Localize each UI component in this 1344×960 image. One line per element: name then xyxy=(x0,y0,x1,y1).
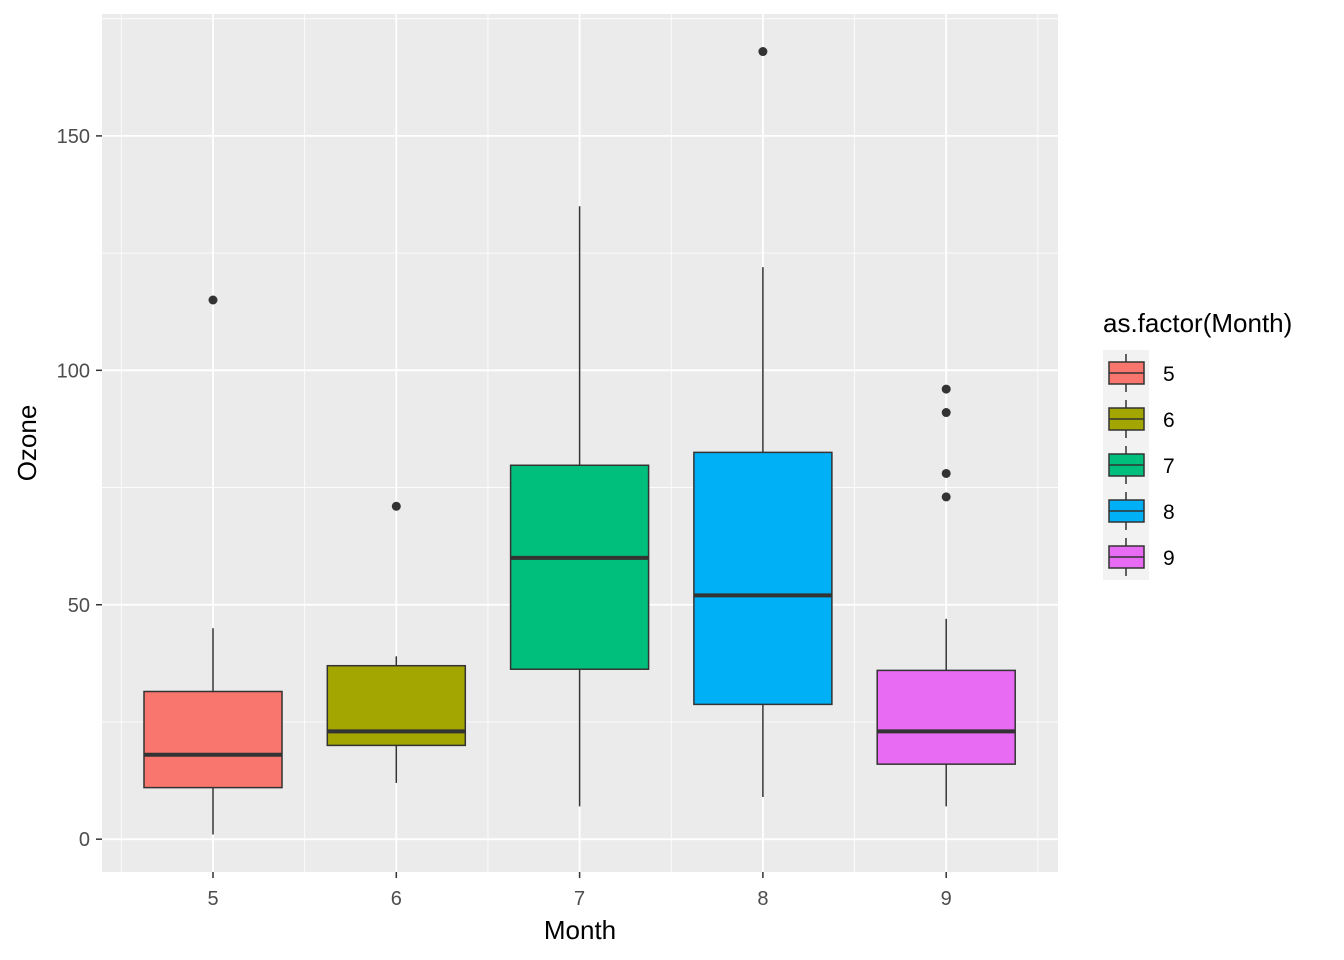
x-tick-label: 5 xyxy=(207,888,218,910)
outlier-point xyxy=(941,408,951,418)
y-axis: 0 50 100 150 xyxy=(57,126,102,851)
x-axis-title: Month xyxy=(544,915,616,945)
box-month-5 xyxy=(143,295,283,835)
y-axis-title: Ozone xyxy=(12,405,42,482)
legend-label: 6 xyxy=(1163,409,1175,432)
x-axis: 5 6 7 8 9 xyxy=(207,872,952,910)
box xyxy=(326,664,467,747)
box-month-7 xyxy=(509,206,650,807)
outlier-point xyxy=(941,384,951,394)
legend: as.factor(Month) 5 6 7 8 9 xyxy=(1103,308,1292,580)
box xyxy=(693,451,833,706)
legend-label: 8 xyxy=(1163,501,1175,524)
legend-label: 7 xyxy=(1163,455,1175,478)
x-tick-label: 8 xyxy=(757,888,768,910)
legend-title: as.factor(Month) xyxy=(1103,308,1292,338)
legend-item-7: 7 xyxy=(1103,442,1175,488)
legend-item-8: 8 xyxy=(1103,488,1175,534)
boxes xyxy=(143,47,1016,835)
box xyxy=(143,690,283,789)
y-tick-label: 100 xyxy=(57,360,90,382)
box-month-8 xyxy=(693,47,833,797)
legend-label: 9 xyxy=(1163,547,1175,570)
outlier-point xyxy=(941,492,951,502)
legend-item-5: 5 xyxy=(1103,350,1175,396)
outlier-point xyxy=(391,501,401,511)
y-tick-label: 0 xyxy=(79,829,90,851)
legend-label: 5 xyxy=(1163,363,1175,386)
box xyxy=(509,464,650,670)
x-tick-label: 9 xyxy=(941,888,952,910)
outlier-point xyxy=(208,295,218,305)
box xyxy=(876,669,1016,765)
outlier-point xyxy=(758,47,768,57)
legend-item-9: 9 xyxy=(1103,534,1175,580)
x-tick-label: 7 xyxy=(574,888,585,910)
box-month-6 xyxy=(326,501,467,783)
x-tick-label: 6 xyxy=(391,888,402,910)
box-month-9 xyxy=(876,384,1016,807)
legend-item-6: 6 xyxy=(1103,396,1175,442)
y-tick-label: 150 xyxy=(57,126,90,148)
y-tick-label: 50 xyxy=(68,595,90,617)
outlier-point xyxy=(941,468,951,478)
